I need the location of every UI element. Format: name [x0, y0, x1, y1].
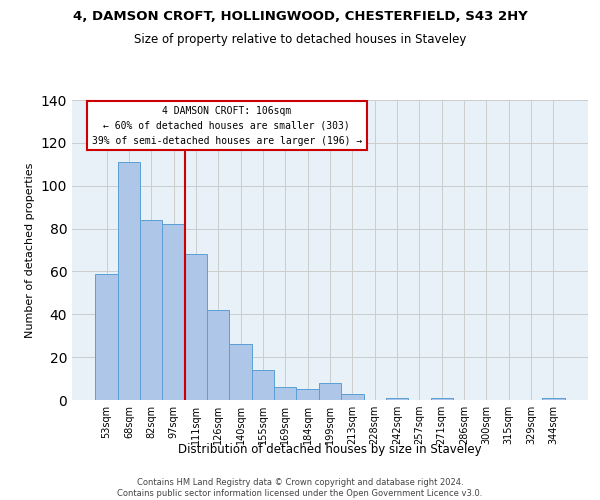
- Bar: [95, 274, 118, 400]
- Bar: [163, 224, 185, 400]
- Bar: [185, 254, 207, 400]
- Bar: [319, 383, 341, 400]
- Bar: [207, 310, 229, 400]
- Text: Distribution of detached houses by size in Staveley: Distribution of detached houses by size …: [178, 442, 482, 456]
- Text: Size of property relative to detached houses in Staveley: Size of property relative to detached ho…: [134, 32, 466, 46]
- Bar: [542, 398, 565, 400]
- Bar: [296, 390, 319, 400]
- Bar: [229, 344, 252, 400]
- Y-axis label: Number of detached properties: Number of detached properties: [25, 162, 35, 338]
- Bar: [140, 220, 163, 400]
- Bar: [118, 162, 140, 400]
- Bar: [341, 394, 364, 400]
- Bar: [274, 387, 296, 400]
- Text: 4 DAMSON CROFT: 106sqm
← 60% of detached houses are smaller (303)
39% of semi-de: 4 DAMSON CROFT: 106sqm ← 60% of detached…: [92, 106, 362, 146]
- Text: Contains HM Land Registry data © Crown copyright and database right 2024.
Contai: Contains HM Land Registry data © Crown c…: [118, 478, 482, 498]
- Bar: [386, 398, 408, 400]
- Bar: [431, 398, 453, 400]
- Text: 4, DAMSON CROFT, HOLLINGWOOD, CHESTERFIELD, S43 2HY: 4, DAMSON CROFT, HOLLINGWOOD, CHESTERFIE…: [73, 10, 527, 23]
- Bar: [252, 370, 274, 400]
